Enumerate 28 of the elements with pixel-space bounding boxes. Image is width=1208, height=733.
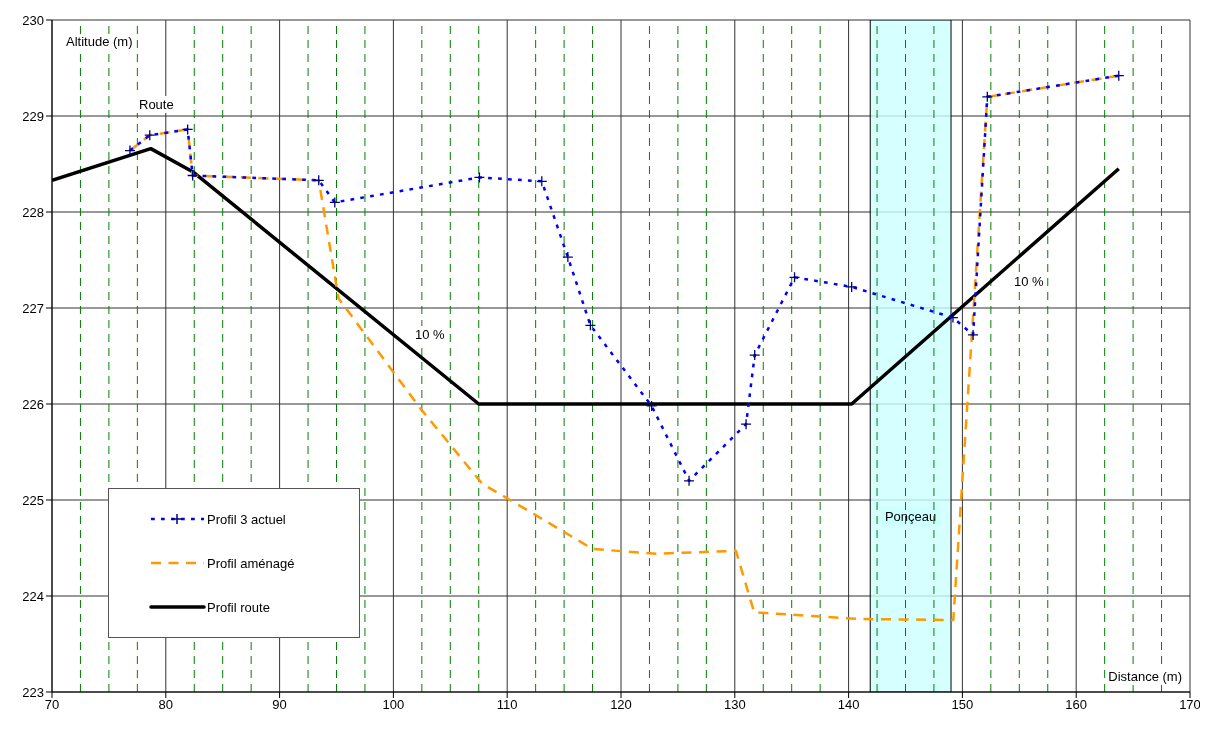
y-axis-title: Altitude (m) (66, 34, 133, 49)
x-tick-label: 170 (1179, 697, 1201, 713)
annotation: Route (136, 96, 177, 113)
band-label: Ponçeau (884, 508, 937, 524)
y-tick-label: 230 (22, 12, 44, 28)
x-tick-label: 90 (272, 697, 287, 713)
x-tick-label: 110 (496, 697, 518, 713)
y-tick-label: 229 (22, 108, 44, 124)
legend-label: Profil aménagé (207, 555, 295, 571)
x-tick-label: 130 (723, 697, 746, 713)
legend-label: Profil 3 actuel (207, 511, 286, 527)
x-tick-label: 70 (44, 697, 60, 713)
x-axis-title: Distance (m) (1106, 668, 1184, 685)
x-tick-label: 150 (951, 697, 974, 713)
x-tick-label: 100 (382, 697, 405, 713)
legend-label: Profil route (207, 599, 270, 615)
annotation: 10 % (412, 326, 448, 343)
y-tick-label: 227 (22, 300, 44, 316)
y-tick-label: 224 (22, 588, 44, 604)
y-tick-label: 225 (22, 492, 44, 508)
y-tick-label: 228 (22, 204, 44, 220)
y-tick-label: 223 (22, 684, 44, 700)
x-tick-label: 140 (837, 697, 860, 713)
x-tick-label: 120 (610, 697, 632, 713)
x-tick-label: 160 (1065, 697, 1088, 713)
y-tick-label: 226 (22, 396, 44, 412)
x-tick-label: 80 (158, 697, 174, 713)
annotation: 10 % (1011, 273, 1047, 290)
